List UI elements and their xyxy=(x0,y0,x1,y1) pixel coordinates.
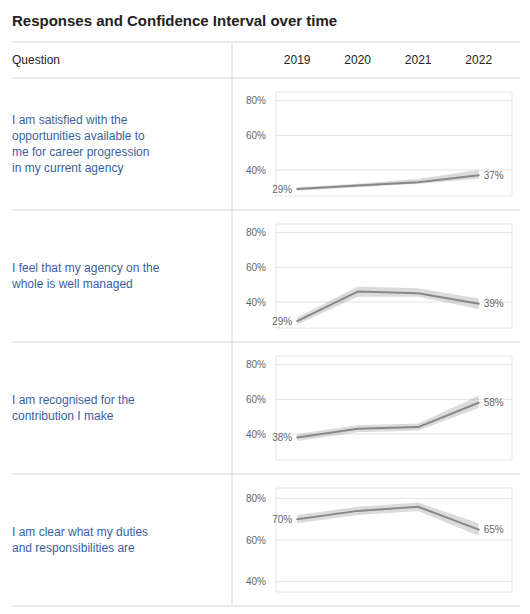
question-label-line: opportunities available to xyxy=(12,129,145,143)
confidence-band xyxy=(297,170,479,191)
separator xyxy=(12,78,520,79)
question-label: I am recognised for the contribution I ma… xyxy=(12,393,135,423)
separator xyxy=(12,210,520,211)
x-tick-label: 2022 xyxy=(465,53,492,67)
confidence-band xyxy=(297,286,479,324)
question-label-line: I feel that my agency on the xyxy=(12,261,160,275)
divider xyxy=(232,42,233,606)
value-label: 37% xyxy=(484,170,504,181)
value-label: 29% xyxy=(272,184,292,195)
question-label: I am satisfied with the opportunities ava… xyxy=(12,113,149,175)
confidence-band xyxy=(297,503,479,536)
x-tick-label: 2020 xyxy=(344,53,371,67)
separator xyxy=(12,42,520,43)
grid-line xyxy=(276,498,512,499)
question-label: I am clear what my duties and responsibil… xyxy=(12,525,148,555)
value-label: 58% xyxy=(484,397,504,408)
value-label: 39% xyxy=(484,298,504,309)
y-tick-label: 60% xyxy=(246,535,266,546)
y-tick-label: 60% xyxy=(246,394,266,405)
separator xyxy=(12,606,520,607)
line xyxy=(297,292,479,321)
question-label: I feel that my agency on the whole is wel… xyxy=(11,261,160,291)
y-tick-label: 60% xyxy=(246,130,266,141)
panel: 40% 60% 80% 29% 37% xyxy=(246,92,512,196)
plot-frame xyxy=(276,224,512,328)
value-label: 65% xyxy=(484,524,504,535)
title: Responses and Confidence Interval over t… xyxy=(12,12,337,29)
question-label-line: I am recognised for the xyxy=(12,393,135,407)
value-label: 29% xyxy=(272,316,292,327)
grid-line xyxy=(276,100,512,101)
question-label-line: me for career progression xyxy=(12,145,149,159)
plot-frame xyxy=(276,488,512,592)
separator xyxy=(12,342,520,343)
grid-line xyxy=(276,135,512,136)
grid-line xyxy=(276,540,512,541)
plot-area xyxy=(297,396,479,441)
grid-line xyxy=(276,364,512,365)
line xyxy=(297,175,479,189)
y-tick-label: 80% xyxy=(246,493,266,504)
question-label-line: and responsibilities are xyxy=(12,541,135,555)
question-label-line: whole is well managed xyxy=(11,277,133,291)
grid-line xyxy=(276,267,512,268)
line xyxy=(297,403,479,438)
y-tick-label: 80% xyxy=(246,95,266,106)
value-label: 70% xyxy=(272,514,292,525)
plot-area xyxy=(297,286,479,324)
question-label-line: contribution I make xyxy=(12,409,114,423)
question-label-line: I am satisfied with the xyxy=(12,113,128,127)
x-tick-label: 2021 xyxy=(405,53,432,67)
plot-area xyxy=(297,170,479,191)
plot-area xyxy=(297,503,479,536)
question-label-line: I am clear what my duties xyxy=(12,525,148,539)
question-label-line: in my current agency xyxy=(12,161,123,175)
y-tick-label: 40% xyxy=(246,165,266,176)
y-tick-label: 60% xyxy=(246,262,266,273)
y-tick-label: 40% xyxy=(246,297,266,308)
y-tick-label: 80% xyxy=(246,359,266,370)
column-header: Question xyxy=(12,53,60,67)
line xyxy=(297,507,479,530)
plot-frame xyxy=(276,92,512,196)
separator xyxy=(12,474,520,475)
y-tick-label: 80% xyxy=(246,227,266,238)
grid-line xyxy=(276,581,512,582)
x-tick-label: 2019 xyxy=(284,53,311,67)
y-tick-label: 40% xyxy=(246,429,266,440)
panel: 40% 60% 80% 38% 58% xyxy=(246,356,512,460)
confidence-band xyxy=(297,396,479,441)
grid-line xyxy=(276,232,512,233)
value-label: 38% xyxy=(272,432,292,443)
chart: Responses and Confidence Interval over t… xyxy=(0,0,530,614)
panel: 40% 60% 80% 29% 39% xyxy=(246,224,512,328)
panel: 40% 60% 80% 70% 65% xyxy=(246,488,512,592)
y-tick-label: 40% xyxy=(246,576,266,587)
plot-frame xyxy=(276,356,512,460)
